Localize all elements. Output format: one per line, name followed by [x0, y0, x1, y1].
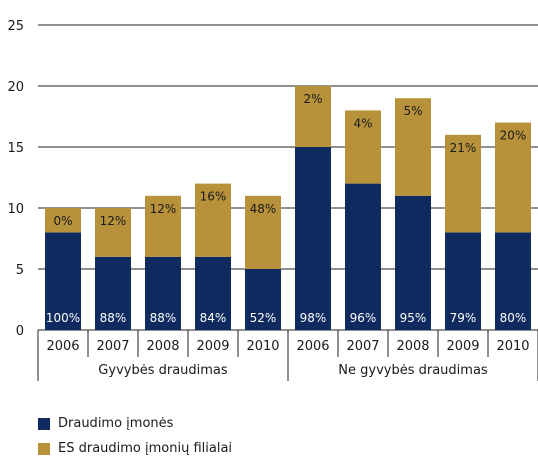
x-tick-label: 2007 [346, 339, 379, 354]
label-insurers-3: 84% [200, 311, 227, 325]
bar-eu-branches-9 [495, 122, 531, 233]
bar-eu-branches-6 [345, 110, 381, 184]
legend-label-eu-branches: ES draudimo įmonių filialai [58, 441, 233, 456]
bar-insurers-3 [195, 256, 231, 330]
y-tick-label: 5 [16, 263, 24, 278]
legend-label-insurers: Draudimo įmonės [58, 416, 174, 431]
label-insurers-1: 88% [100, 311, 127, 325]
bar-eu-branches-3 [195, 183, 231, 257]
label-insurers-8: 79% [450, 311, 477, 325]
label-eu-branches-4: 48% [250, 202, 277, 216]
label-eu-branches-8: 21% [450, 141, 477, 155]
bar-insurers-4 [245, 269, 281, 330]
label-eu-branches-2: 12% [150, 202, 177, 216]
bar-insurers-2 [145, 256, 181, 330]
label-eu-branches-9: 20% [500, 129, 527, 143]
bar-eu-branches-4 [245, 195, 281, 269]
y-tick-label: 25 [7, 19, 24, 34]
x-tick-label: 2010 [496, 339, 529, 354]
x-tick-label: 2006 [46, 339, 79, 354]
label-eu-branches-1: 12% [100, 214, 127, 228]
x-tick-label: 2009 [446, 339, 479, 354]
legend-swatch-eu-branches [38, 442, 50, 455]
label-eu-branches-0: 0% [53, 214, 72, 228]
label-insurers-6: 96% [350, 311, 377, 325]
y-tick-label: 0 [16, 324, 24, 339]
label-insurers-0: 100% [46, 311, 80, 325]
bar-eu-branches-2 [145, 195, 181, 257]
bar-eu-branches-8 [445, 134, 481, 233]
label-insurers-9: 80% [500, 311, 527, 325]
y-tick-label: 20 [7, 80, 24, 95]
x-tick-label: 2008 [146, 339, 179, 354]
legend-item-eu-branches: ES draudimo įmonių filialai [38, 441, 232, 456]
label-eu-branches-5: 2% [303, 92, 322, 106]
label-insurers-5: 98% [300, 311, 327, 325]
x-tick-label: 2008 [396, 339, 429, 354]
bar-insurers-6 [345, 183, 381, 330]
bar-insurers-0 [45, 232, 81, 330]
bar-insurers-8 [445, 232, 481, 330]
legend-swatch-insurers [38, 417, 50, 430]
x-tick-label: 2009 [196, 339, 229, 354]
bar-insurers-1 [95, 256, 131, 330]
stacked-bar-chart: 0 5 10 15 20 25 100% 0% 2006 88% 12% 2007 88% 12% 2008… [7, 19, 538, 381]
label-eu-branches-6: 4% [353, 116, 372, 130]
group-label: Ne gyvybės draudimas [338, 363, 488, 378]
bar-insurers-7 [395, 195, 431, 330]
x-tick-label: 2010 [246, 339, 279, 354]
x-tick-label: 2006 [296, 339, 329, 354]
group-label: Gyvybės draudimas [98, 363, 228, 378]
y-tick-label: 10 [7, 202, 24, 217]
bar-eu-branches-5 [295, 86, 331, 147]
bar-eu-branches-0 [45, 208, 81, 233]
legend-item-insurers: Draudimo įmonės [38, 416, 173, 431]
label-eu-branches-7: 5% [403, 104, 422, 118]
label-insurers-2: 88% [150, 311, 177, 325]
bar-insurers-5 [295, 147, 331, 330]
bar-eu-branches-7 [395, 98, 431, 196]
label-eu-branches-3: 16% [200, 190, 227, 204]
label-insurers-4: 52% [250, 311, 277, 325]
bar-eu-branches-1 [95, 208, 131, 257]
label-insurers-7: 95% [400, 311, 427, 325]
bar-insurers-9 [495, 232, 531, 330]
x-tick-label: 2007 [96, 339, 129, 354]
y-tick-label: 15 [7, 141, 24, 156]
